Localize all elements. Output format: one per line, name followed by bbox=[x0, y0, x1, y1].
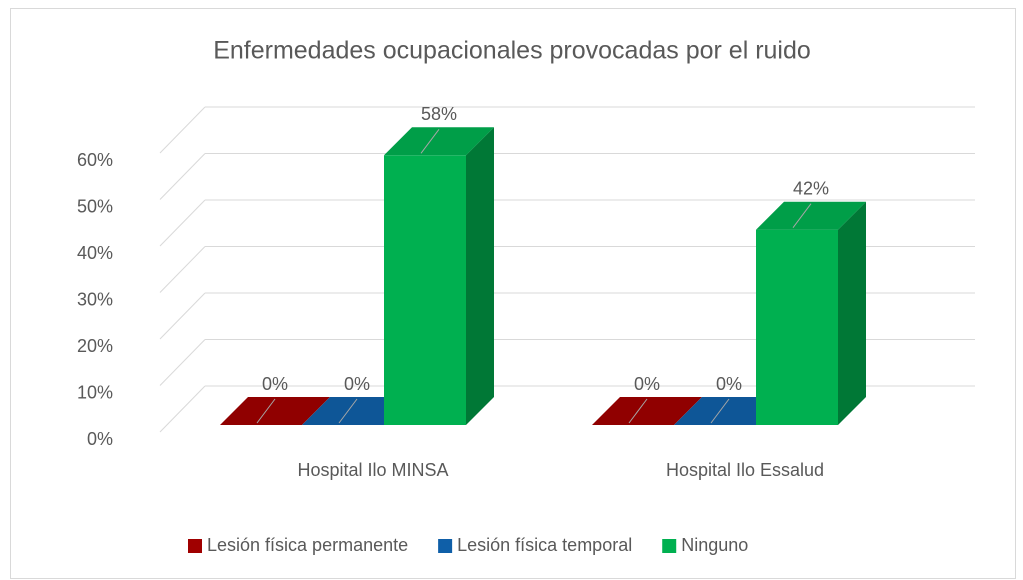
grid-line bbox=[159, 199, 206, 247]
bar-side bbox=[466, 127, 494, 426]
x-tick-label: Hospital Ilo MINSA bbox=[297, 460, 448, 480]
bar-top bbox=[756, 201, 866, 230]
data-label: 0% bbox=[344, 374, 370, 394]
data-label: 42% bbox=[793, 178, 829, 198]
leader-line bbox=[792, 203, 812, 228]
leader-line bbox=[420, 129, 440, 154]
bar-top bbox=[592, 397, 702, 425]
x-tick-label: Hospital Ilo Essalud bbox=[666, 460, 824, 480]
grid-line bbox=[159, 246, 206, 293]
y-tick-label: 20% bbox=[77, 336, 113, 356]
grid-line bbox=[159, 385, 206, 433]
chart-title: Enfermedades ocupacionales provocadas po… bbox=[213, 37, 811, 65]
legend-label: Lesión física permanente bbox=[207, 535, 408, 555]
grid-line bbox=[159, 292, 206, 340]
y-tick-label: 60% bbox=[77, 150, 113, 170]
leader-line bbox=[256, 398, 276, 424]
y-tick-label: 40% bbox=[77, 243, 113, 263]
leader-line bbox=[710, 398, 730, 424]
legend-swatch bbox=[188, 539, 202, 553]
data-label: 0% bbox=[716, 374, 742, 394]
leader-line bbox=[338, 398, 358, 424]
y-tick-label: 30% bbox=[77, 289, 113, 309]
bar-side bbox=[838, 201, 866, 425]
legend-swatch bbox=[662, 539, 677, 553]
bar-top bbox=[384, 127, 494, 156]
bar-front bbox=[384, 155, 466, 426]
data-label: 0% bbox=[634, 374, 660, 394]
grid-line bbox=[159, 153, 206, 200]
y-tick-label: 0% bbox=[87, 429, 113, 449]
leader-line bbox=[628, 398, 648, 424]
data-label: 0% bbox=[262, 374, 288, 394]
grid-line bbox=[159, 339, 206, 386]
y-tick-label: 50% bbox=[77, 196, 113, 216]
bar-top bbox=[220, 397, 330, 425]
legend-label: Ninguno bbox=[681, 535, 748, 555]
legend-swatch bbox=[438, 539, 453, 553]
legend-label: Lesión física temporal bbox=[457, 535, 632, 555]
data-label: 58% bbox=[421, 104, 457, 124]
y-tick-label: 10% bbox=[77, 382, 113, 402]
grid-line bbox=[159, 106, 206, 154]
bar-front bbox=[756, 229, 838, 425]
